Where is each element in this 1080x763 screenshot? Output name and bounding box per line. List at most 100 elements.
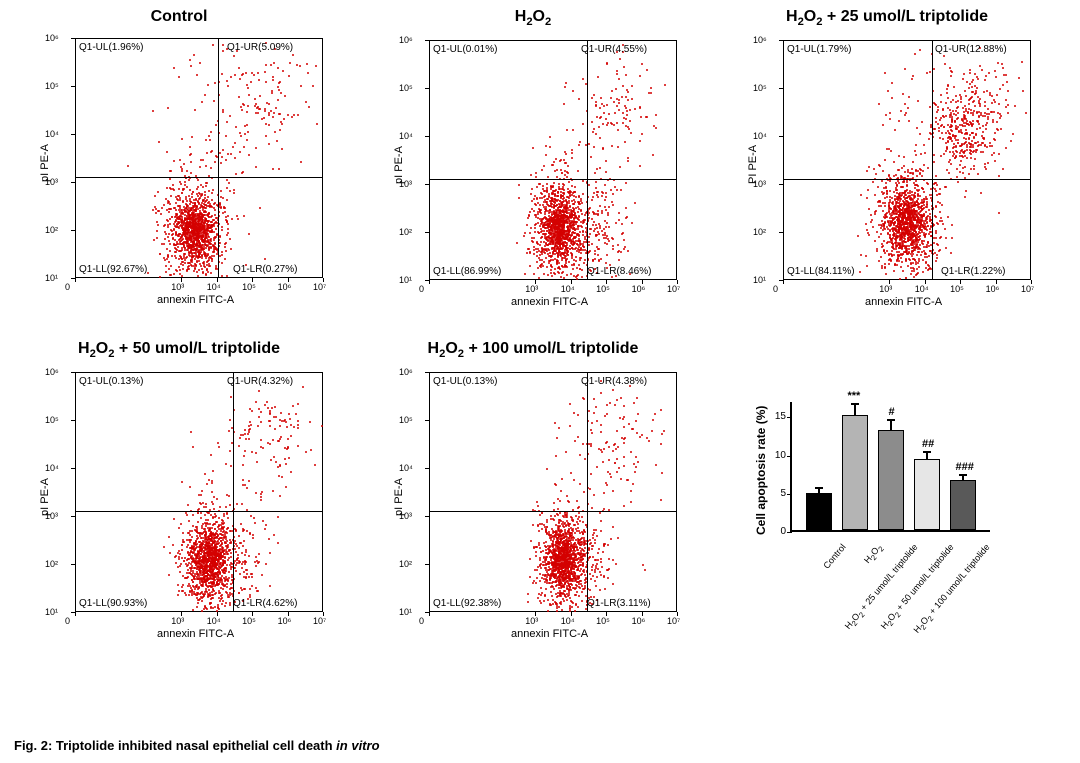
xtick <box>783 280 784 284</box>
figure-caption: Fig. 2: Triptolide inhibited nasal epith… <box>14 738 380 753</box>
y-axis-label: pI PE-A <box>39 144 51 182</box>
ytick-label: 10¹ <box>753 275 766 285</box>
xtick-label: 10⁶ <box>632 284 646 294</box>
facs-plot: Q1-UL(1.96%) Q1-UR(5.09%) Q1-LL(92.67%) Q1-… <box>19 28 339 318</box>
quadrant-label-ur: Q1-UR(4.55%) <box>581 44 647 55</box>
quadrant-label-ll: Q1-LL(92.38%) <box>433 598 501 609</box>
bar-ytick <box>787 532 792 533</box>
quadrant-label-lr: Q1-LR(8.46%) <box>587 266 651 277</box>
quadrant-label-ul: Q1-UL(1.96%) <box>79 42 143 53</box>
xtick-label: 10³ <box>525 284 538 294</box>
ytick <box>425 40 429 41</box>
ytick <box>71 468 75 469</box>
quadrant-label-ll: Q1-LL(92.67%) <box>79 264 147 275</box>
ytick-label: 10⁴ <box>753 131 767 141</box>
xtick-label: 10⁷ <box>667 616 680 626</box>
error-bar <box>890 420 892 430</box>
facs-panel: H2O2 + 50 umol/L triptolideQ1-UL(0.13%)Q… <box>14 340 344 660</box>
ytick <box>71 420 75 421</box>
ytick <box>425 468 429 469</box>
quadrant-vline <box>233 372 234 612</box>
xtick-label: 10⁴ <box>207 616 221 626</box>
y-axis-label: pI PE-A <box>393 478 405 516</box>
facs-panel: Control Q1-UL(1.96%) Q1-UR(5.09%) Q1-LL(92.… <box>14 8 344 328</box>
ytick-label: 10² <box>753 227 766 237</box>
panel-title: H2O2 + 100 umol/L triptolide <box>428 340 639 360</box>
quadrant-label-ul: Q1-UL(0.01%) <box>433 44 497 55</box>
ytick-label: 10⁶ <box>399 367 413 377</box>
xtick-label: 10⁵ <box>596 284 610 294</box>
quadrant-label-lr: Q1-LR(1.22%) <box>941 266 1005 277</box>
quadrant-vline <box>587 40 588 280</box>
error-cap <box>923 451 931 453</box>
panel-title: Control <box>151 8 208 26</box>
xtick-label: 0 <box>419 284 424 294</box>
xtick-label: 0 <box>65 616 70 626</box>
xtick-label: 0 <box>419 616 424 626</box>
ytick <box>779 40 783 41</box>
quadrant-label-lr: Q1-LR(0.27%) <box>233 264 297 275</box>
panel-title: H2O2 <box>515 8 551 28</box>
ytick-label: 10¹ <box>45 607 58 617</box>
quadrant-vline <box>932 40 933 280</box>
ytick-label: 10² <box>45 225 58 235</box>
xtick-label: 10⁶ <box>278 282 292 292</box>
y-axis-label: PI PE-A <box>747 145 759 184</box>
ytick-label: 10⁴ <box>45 463 59 473</box>
quadrant-label-ul: Q1-UL(0.13%) <box>79 376 143 387</box>
xtick-label: 10⁵ <box>596 616 610 626</box>
ytick-label: 10¹ <box>399 607 412 617</box>
ytick <box>71 38 75 39</box>
ytick-label: 10⁵ <box>45 415 59 425</box>
quadrant-label-ul: Q1-UL(1.79%) <box>787 44 851 55</box>
panel-title: H2O2 + 25 umol/L triptolide <box>786 8 988 28</box>
quadrant-hline <box>75 511 323 512</box>
barchart: 051015***######Cell apoptosis rate (%)Co… <box>722 340 1052 660</box>
ytick <box>71 278 75 279</box>
xtick-label: 10⁵ <box>242 616 256 626</box>
quadrant-label-ur: Q1-UR(5.09%) <box>227 42 293 53</box>
xtick-label: 10⁷ <box>313 616 326 626</box>
ytick <box>425 564 429 565</box>
quadrant-label-ur: Q1-UR(4.38%) <box>581 376 647 387</box>
ytick <box>779 88 783 89</box>
x-axis-label: annexin FITC-A <box>865 296 942 308</box>
y-axis-label: pI PE-A <box>393 146 405 184</box>
quadrant-label-ul: Q1-UL(0.13%) <box>433 376 497 387</box>
ytick <box>425 420 429 421</box>
bar-ytick <box>787 494 792 495</box>
bar-y-axis-label: Cell apoptosis rate (%) <box>754 406 768 535</box>
ytick <box>779 184 783 185</box>
ytick-label: 10⁶ <box>753 35 767 45</box>
quadrant-vline <box>587 372 588 612</box>
ytick-label: 10² <box>399 227 412 237</box>
error-bar <box>818 488 820 493</box>
facs-plot: Q1-UL(1.79%)Q1-UR(12.88%)Q1-LL(84.11%)Q1… <box>727 30 1047 320</box>
quadrant-hline <box>75 177 323 178</box>
ytick-label: 10⁶ <box>45 367 59 377</box>
significance-marker: *** <box>848 390 861 402</box>
error-cap <box>887 419 895 421</box>
significance-marker: ### <box>956 461 974 473</box>
caption-prefix: Fig. 2: Triptolide inhibited nasal epith… <box>14 738 336 753</box>
quadrant-hline <box>429 511 677 512</box>
bar <box>806 493 832 530</box>
error-bar <box>962 475 964 480</box>
ytick <box>71 516 75 517</box>
ytick <box>779 136 783 137</box>
x-axis-label: annexin FITC-A <box>157 294 234 306</box>
x-axis-label: annexin FITC-A <box>511 628 588 640</box>
xtick-label: 10⁷ <box>313 282 326 292</box>
error-cap <box>851 403 859 405</box>
ytick-label: 10⁵ <box>45 81 59 91</box>
xtick-label: 10⁴ <box>207 282 221 292</box>
ytick <box>425 88 429 89</box>
bar-ytick <box>787 417 792 418</box>
xtick-label: 10³ <box>525 616 538 626</box>
quadrant-label-ll: Q1-LL(90.93%) <box>79 598 147 609</box>
ytick-label: 10⁴ <box>399 131 413 141</box>
ytick-label: 10¹ <box>399 275 412 285</box>
ytick-label: 10⁵ <box>753 83 767 93</box>
y-axis-label: pI PE-A <box>39 478 51 516</box>
error-cap <box>959 474 967 476</box>
